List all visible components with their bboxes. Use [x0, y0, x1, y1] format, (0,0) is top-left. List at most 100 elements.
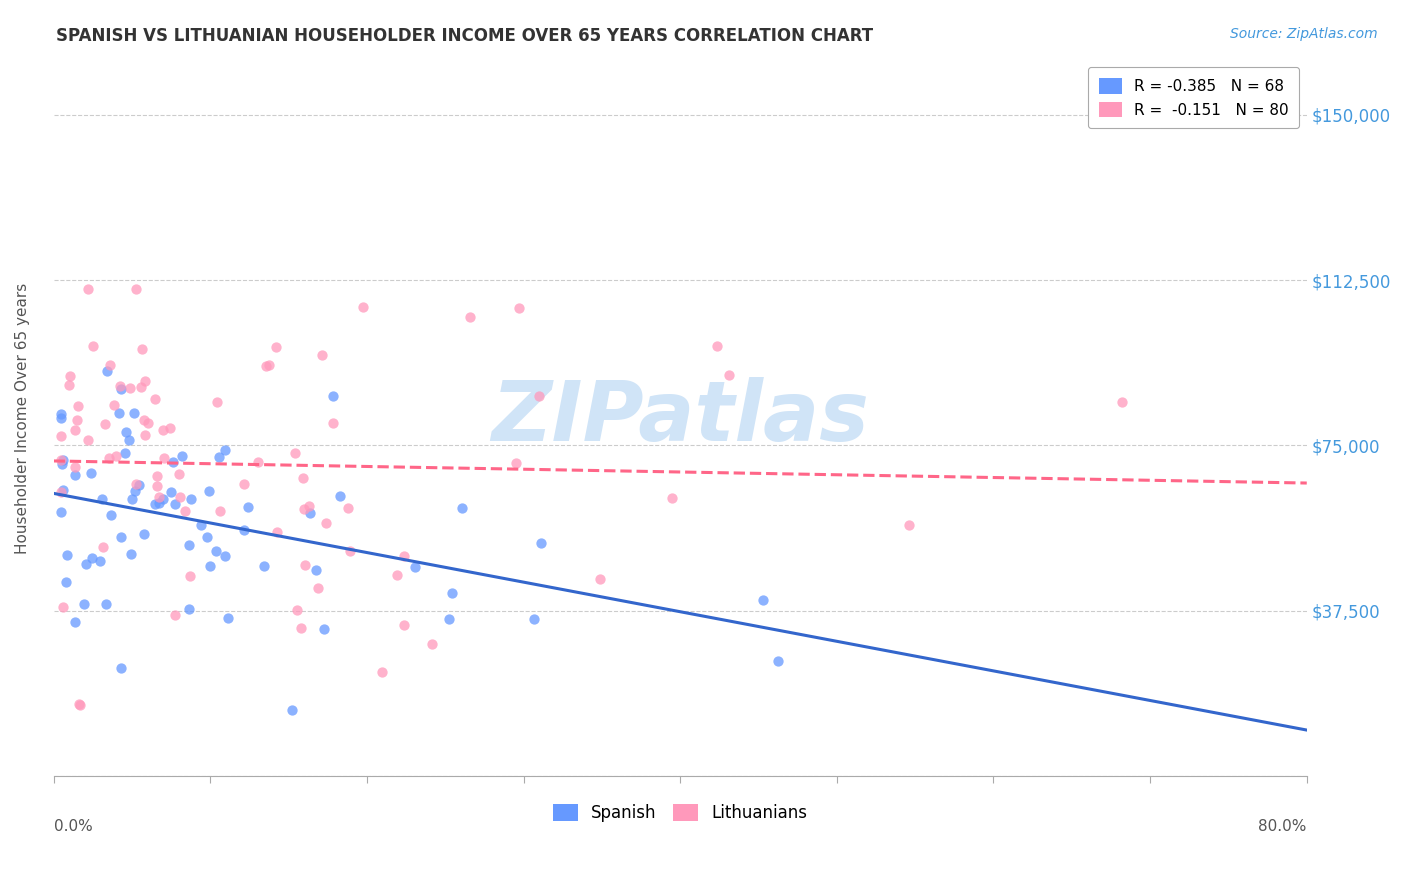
Point [51, 429, 73, 443]
Point [159, 421, 181, 435]
Point [76, 433, 98, 447]
Point [120, 547, 142, 561]
Point [79, 467, 101, 481]
Point [718, 368, 741, 382]
Point [96, 364, 118, 378]
Point [76, 282, 98, 296]
Point [661, 491, 683, 506]
Text: 0.0%: 0.0% [53, 819, 93, 834]
Legend: Spanish, Lithuanians: Spanish, Lithuanians [546, 797, 814, 829]
Point [66, 413, 89, 427]
Point [124, 483, 146, 498]
Point [177, 601, 200, 615]
Text: ZIPatlas: ZIPatlas [491, 377, 869, 458]
Point [307, 581, 329, 595]
Point [56, 548, 79, 562]
Point [121, 491, 143, 506]
Point [292, 471, 315, 485]
Point [52, 483, 75, 498]
Point [98, 358, 121, 372]
Point [63, 423, 86, 437]
Point [218, 610, 240, 624]
Point [177, 538, 200, 552]
Point [91, 540, 114, 554]
Point [58, 378, 80, 392]
Point [132, 527, 155, 541]
Point [264, 340, 287, 354]
Point [1111, 394, 1133, 409]
Point [392, 549, 415, 563]
Point [290, 621, 312, 635]
Text: 80.0%: 80.0% [1258, 819, 1306, 834]
Point [51, 453, 73, 467]
Point [107, 406, 129, 420]
Point [89, 554, 111, 568]
Point [329, 489, 352, 503]
Point [103, 398, 125, 412]
Point [246, 455, 269, 469]
Y-axis label: Householder Income Over 65 years: Householder Income Over 65 years [15, 282, 30, 554]
Point [441, 586, 464, 600]
Point [118, 433, 141, 447]
Point [179, 568, 201, 582]
Point [530, 536, 553, 550]
Point [208, 450, 231, 464]
Point [136, 416, 159, 430]
Point [52, 600, 75, 615]
Point [214, 549, 236, 564]
Point [209, 504, 232, 518]
Point [766, 655, 789, 669]
Point [163, 497, 186, 511]
Point [232, 523, 254, 537]
Point [69, 698, 91, 712]
Point [110, 382, 132, 396]
Point [94, 598, 117, 612]
Point [52, 452, 75, 467]
Point [169, 490, 191, 504]
Point [118, 381, 141, 395]
Point [257, 358, 280, 372]
Point [238, 500, 260, 514]
Point [129, 380, 152, 394]
Point [266, 524, 288, 539]
Point [148, 496, 170, 510]
Point [97, 451, 120, 466]
Point [162, 455, 184, 469]
Point [200, 558, 222, 573]
Point [214, 442, 236, 457]
Point [75, 557, 97, 571]
Point [339, 544, 361, 558]
Point [180, 491, 202, 506]
Point [523, 612, 546, 626]
Point [143, 497, 166, 511]
Point [132, 413, 155, 427]
Point [315, 516, 337, 531]
Point [292, 502, 315, 516]
Point [134, 375, 156, 389]
Point [134, 428, 156, 442]
Point [254, 359, 277, 373]
Point [128, 478, 150, 492]
Text: SPANISH VS LITHUANIAN HOUSEHOLDER INCOME OVER 65 YEARS CORRELATION CHART: SPANISH VS LITHUANIAN HOUSEHOLDER INCOME… [56, 27, 873, 45]
Point [371, 665, 394, 679]
Point [153, 450, 176, 465]
Point [152, 423, 174, 437]
Point [322, 417, 344, 431]
Point [51, 458, 73, 472]
Point [131, 343, 153, 357]
Point [752, 593, 775, 607]
Point [143, 392, 166, 407]
Point [404, 560, 426, 574]
Point [105, 449, 128, 463]
Point [527, 388, 550, 402]
Point [589, 572, 612, 586]
Point [51, 505, 73, 519]
Point [146, 479, 169, 493]
Point [63, 615, 86, 629]
Point [253, 558, 276, 573]
Point [125, 282, 148, 296]
Point [167, 467, 190, 481]
Point [294, 558, 316, 573]
Point [59, 369, 82, 384]
Point [281, 703, 304, 717]
